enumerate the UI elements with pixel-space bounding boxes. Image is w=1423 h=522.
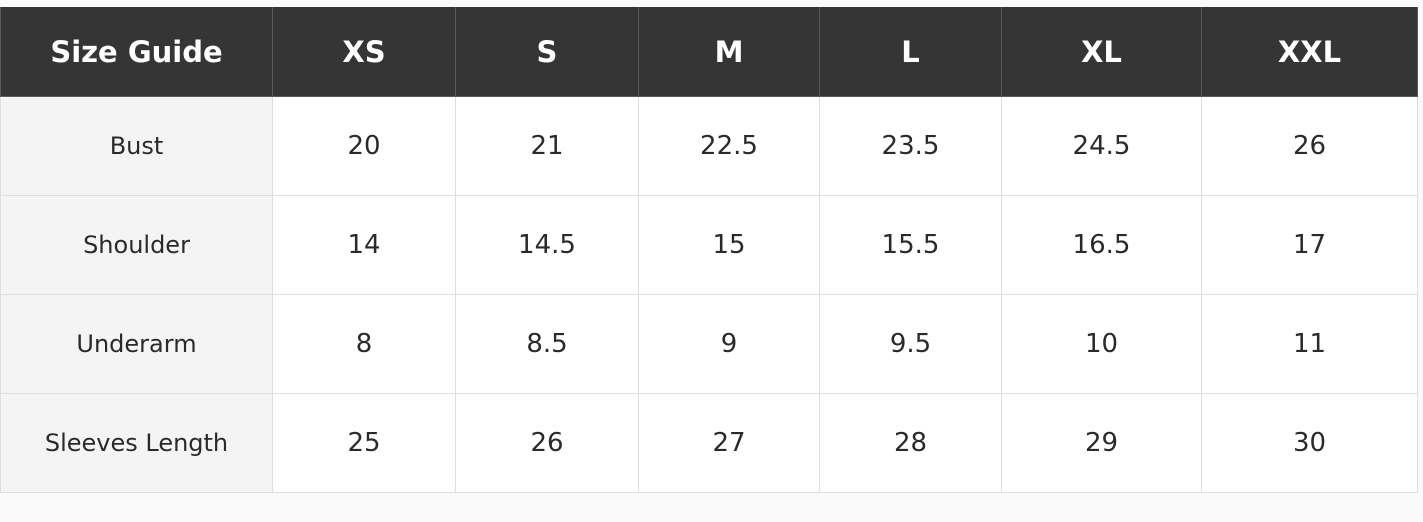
measurement-value: 27 (638, 393, 820, 493)
measurement-value: 23.5 (819, 96, 1002, 196)
measurement-value: 9.5 (819, 294, 1002, 394)
size-header: M (638, 7, 820, 97)
size-header: XL (1001, 7, 1202, 97)
measurement-value: 10 (1001, 294, 1202, 394)
measurement-value: 15 (638, 195, 820, 295)
measurement-value: 20 (272, 96, 456, 196)
measurement-value: 14 (272, 195, 456, 295)
table-title: Size Guide (0, 7, 273, 97)
measurement-label: Shoulder (0, 195, 273, 295)
measurement-value: 29 (1001, 393, 1202, 493)
measurement-label: Bust (0, 96, 273, 196)
header-row: Size Guide XS S M L XL XXL (0, 7, 1418, 97)
measurement-label: Sleeves Length (0, 393, 273, 493)
measurement-row: Bust 20 21 22.5 23.5 24.5 26 (0, 96, 1418, 196)
measurement-value: 8 (272, 294, 456, 394)
measurement-row: Underarm 8 8.5 9 9.5 10 11 (0, 294, 1418, 394)
measurement-row: Sleeves Length 25 26 27 28 29 30 (0, 393, 1418, 493)
table-body: Bust 20 21 22.5 23.5 24.5 26 Shoulder 14 14.5 15 15… (0, 96, 1418, 493)
measurement-value: 17 (1201, 195, 1418, 295)
measurement-value: 26 (455, 393, 639, 493)
measurement-value: 16.5 (1001, 195, 1202, 295)
size-header: XS (272, 7, 456, 97)
measurement-value: 24.5 (1001, 96, 1202, 196)
measurement-row: Shoulder 14 14.5 15 15.5 16.5 17 (0, 195, 1418, 295)
measurement-value: 21 (455, 96, 639, 196)
size-header: XXL (1201, 7, 1418, 97)
measurement-value: 28 (819, 393, 1002, 493)
measurement-value: 14.5 (455, 195, 639, 295)
measurement-label: Underarm (0, 294, 273, 394)
measurement-value: 15.5 (819, 195, 1002, 295)
size-header: S (455, 7, 639, 97)
measurement-value: 9 (638, 294, 820, 394)
size-table: Size Guide XS S M L XL XXL Bust 20 21 22.5 23.5 24.… (0, 7, 1418, 493)
size-guide: Size Guide XS S M L XL XXL Bust 20 21 22.5 23.5 24.… (0, 7, 1418, 493)
measurement-value: 26 (1201, 96, 1418, 196)
measurement-value: 22.5 (638, 96, 820, 196)
size-header: L (819, 7, 1002, 97)
measurement-value: 25 (272, 393, 456, 493)
measurement-value: 30 (1201, 393, 1418, 493)
measurement-value: 11 (1201, 294, 1418, 394)
measurement-value: 8.5 (455, 294, 639, 394)
